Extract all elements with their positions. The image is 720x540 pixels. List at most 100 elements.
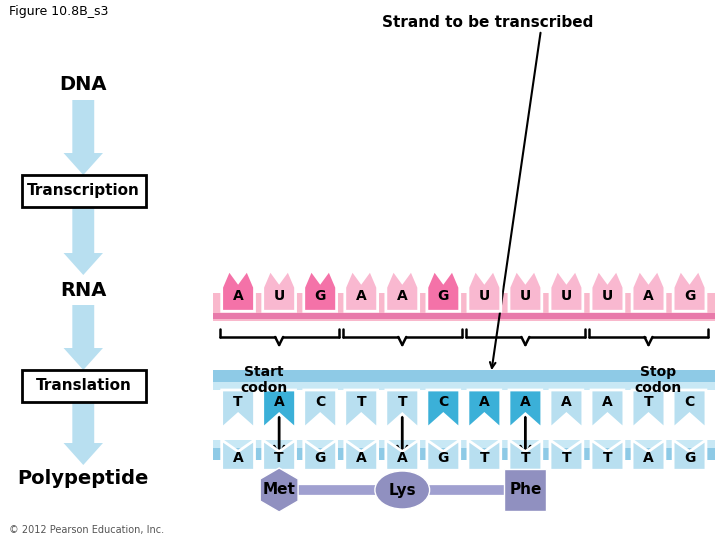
Polygon shape (673, 390, 706, 429)
Polygon shape (260, 468, 298, 512)
Text: Polypeptide: Polypeptide (17, 469, 149, 488)
Text: A: A (274, 395, 284, 409)
Text: Figure 10.8B_s3: Figure 10.8B_s3 (9, 5, 108, 18)
Text: U: U (520, 289, 531, 303)
Polygon shape (427, 390, 459, 429)
Text: G: G (315, 451, 326, 465)
Ellipse shape (375, 471, 430, 509)
Polygon shape (673, 270, 706, 311)
Polygon shape (468, 440, 500, 470)
Text: G: G (684, 451, 696, 465)
Polygon shape (222, 270, 255, 311)
Text: T: T (644, 395, 653, 409)
Bar (212, 382, 715, 448)
Polygon shape (63, 402, 103, 465)
Bar (212, 382, 715, 390)
Text: Lys: Lys (389, 483, 416, 497)
Text: RNA: RNA (60, 280, 107, 300)
Text: A: A (643, 289, 654, 303)
Polygon shape (468, 270, 500, 311)
Text: Met: Met (263, 483, 296, 497)
Text: T: T (603, 451, 612, 465)
Bar (212, 440, 715, 448)
Polygon shape (386, 390, 418, 429)
Text: T: T (480, 451, 489, 465)
Polygon shape (222, 390, 255, 429)
Polygon shape (468, 390, 500, 429)
Text: A: A (561, 395, 572, 409)
Text: © 2012 Pearson Education, Inc.: © 2012 Pearson Education, Inc. (9, 525, 163, 535)
Text: U: U (479, 289, 490, 303)
Text: Start
codon: Start codon (240, 365, 288, 395)
Text: A: A (643, 451, 654, 465)
Text: A: A (356, 289, 366, 303)
Polygon shape (509, 270, 541, 311)
Polygon shape (386, 270, 418, 311)
Text: T: T (397, 395, 407, 409)
Text: G: G (684, 289, 696, 303)
Text: Phe: Phe (509, 483, 541, 497)
Text: A: A (397, 289, 408, 303)
Polygon shape (345, 270, 377, 311)
Polygon shape (263, 270, 295, 311)
Text: A: A (479, 395, 490, 409)
Polygon shape (673, 440, 706, 470)
Text: A: A (397, 451, 408, 465)
Text: T: T (562, 451, 571, 465)
Polygon shape (427, 270, 459, 311)
Text: A: A (602, 395, 613, 409)
Polygon shape (550, 270, 582, 311)
Text: C: C (438, 395, 449, 409)
Text: T: T (356, 395, 366, 409)
Bar (212, 293, 715, 321)
Text: Strand to be transcribed: Strand to be transcribed (382, 15, 593, 30)
Text: T: T (233, 395, 243, 409)
Polygon shape (591, 390, 624, 429)
Text: Transcription: Transcription (27, 184, 140, 199)
Polygon shape (63, 305, 103, 370)
Polygon shape (345, 440, 377, 470)
Polygon shape (304, 270, 336, 311)
Polygon shape (591, 440, 624, 470)
Text: C: C (315, 395, 325, 409)
Polygon shape (345, 390, 377, 429)
Text: C: C (685, 395, 695, 409)
Polygon shape (222, 440, 255, 470)
Text: U: U (274, 289, 285, 303)
Text: T: T (521, 451, 530, 465)
Polygon shape (509, 440, 541, 470)
Text: G: G (438, 289, 449, 303)
Polygon shape (263, 390, 295, 429)
Bar (505, 469, 546, 511)
Polygon shape (386, 440, 418, 470)
Text: A: A (356, 451, 366, 465)
Polygon shape (304, 390, 336, 429)
Polygon shape (632, 390, 665, 429)
Bar (22, 370, 146, 402)
Polygon shape (304, 440, 336, 470)
Text: G: G (438, 451, 449, 465)
Text: Translation: Translation (36, 379, 132, 394)
Polygon shape (63, 207, 103, 275)
Polygon shape (509, 390, 541, 429)
Text: DNA: DNA (60, 76, 107, 94)
Text: Stop
codon: Stop codon (635, 365, 682, 395)
Polygon shape (427, 440, 459, 470)
Text: T: T (274, 451, 284, 465)
Text: A: A (520, 395, 531, 409)
Text: G: G (315, 289, 326, 303)
Polygon shape (550, 440, 582, 470)
Text: U: U (602, 289, 613, 303)
Bar (212, 313, 715, 319)
Polygon shape (632, 270, 665, 311)
Polygon shape (632, 440, 665, 470)
Polygon shape (550, 390, 582, 429)
Polygon shape (263, 440, 295, 470)
Text: U: U (561, 289, 572, 303)
Text: A: A (233, 451, 243, 465)
Bar (22, 175, 146, 207)
Polygon shape (591, 270, 624, 311)
Polygon shape (63, 100, 103, 175)
Bar (212, 370, 715, 460)
Text: A: A (233, 289, 243, 303)
